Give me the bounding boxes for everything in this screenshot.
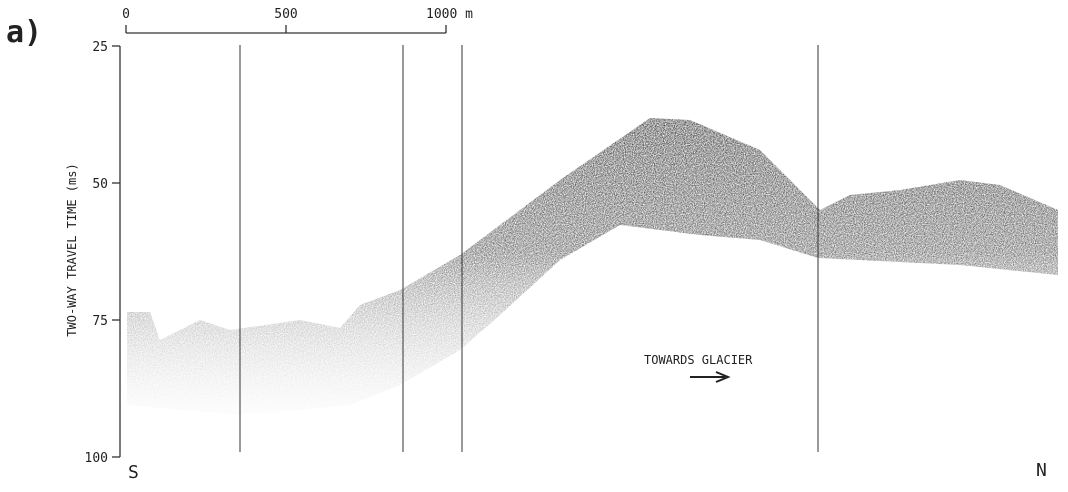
y-tick-label: 25 [92, 40, 108, 55]
scale-tick-label: 500 [274, 7, 297, 22]
y-tick-label: 50 [92, 177, 108, 192]
section-lines [239, 45, 819, 452]
scale-tick-label: 1000 m [426, 7, 473, 22]
right-end-label: N [1036, 460, 1047, 481]
y-tick-label: 100 [85, 451, 108, 466]
y-axis-label: TWO-WAY TRAVEL TIME (ms) [65, 163, 79, 336]
panel-label: a) [6, 15, 42, 50]
seismic-reflection [127, 118, 1058, 415]
annotation: TOWARDS GLACIER [644, 353, 753, 367]
left-end-label: S [128, 462, 139, 483]
scale-tick-label: 0 [122, 7, 130, 22]
arrow [690, 371, 731, 383]
y-tick-label: 75 [92, 314, 108, 329]
